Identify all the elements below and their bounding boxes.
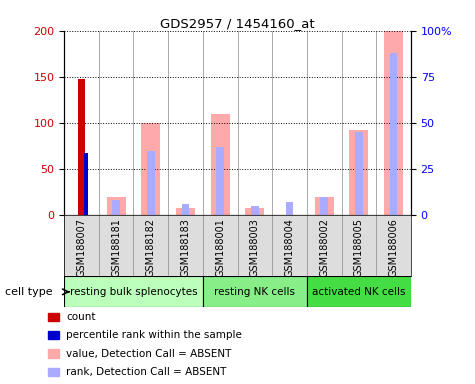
Text: resting NK cells: resting NK cells [214, 287, 295, 297]
Bar [64, 276, 203, 307]
Bar [245, 208, 265, 215]
Bar [251, 206, 259, 215]
Bar [390, 53, 398, 215]
Text: GSM188006: GSM188006 [389, 218, 399, 277]
Bar [210, 114, 230, 215]
Bar [216, 147, 224, 215]
Bar [147, 151, 155, 215]
Text: GSM188004: GSM188004 [285, 218, 294, 277]
Bar [84, 153, 88, 215]
Bar [106, 197, 126, 215]
Text: GSM188005: GSM188005 [354, 218, 364, 277]
Text: value, Detection Call = ABSENT: value, Detection Call = ABSENT [66, 349, 232, 359]
Bar [384, 0, 403, 215]
Bar [314, 197, 334, 215]
Text: GSM188003: GSM188003 [250, 218, 260, 277]
Title: GDS2957 / 1454160_at: GDS2957 / 1454160_at [160, 17, 315, 30]
Text: activated NK cells: activated NK cells [312, 287, 406, 297]
Text: count: count [66, 312, 96, 322]
Text: cell type: cell type [5, 287, 52, 297]
Text: rank, Detection Call = ABSENT: rank, Detection Call = ABSENT [66, 367, 227, 377]
Bar [203, 276, 307, 307]
Bar [176, 208, 195, 215]
Bar [307, 276, 411, 307]
Text: resting bulk splenocytes: resting bulk splenocytes [70, 287, 197, 297]
Text: GSM188001: GSM188001 [215, 218, 225, 277]
Text: GSM188183: GSM188183 [180, 218, 190, 277]
Bar [181, 204, 190, 215]
Text: GSM188182: GSM188182 [146, 218, 156, 277]
Bar [285, 202, 294, 215]
Text: GSM188007: GSM188007 [76, 218, 86, 277]
Text: GSM188002: GSM188002 [319, 218, 329, 277]
Bar [112, 200, 120, 215]
Bar [355, 132, 363, 215]
Bar [320, 197, 328, 215]
Text: percentile rank within the sample: percentile rank within the sample [66, 330, 242, 340]
Bar [141, 123, 161, 215]
Bar [77, 79, 85, 215]
Bar [349, 130, 369, 215]
Text: GSM188181: GSM188181 [111, 218, 121, 277]
